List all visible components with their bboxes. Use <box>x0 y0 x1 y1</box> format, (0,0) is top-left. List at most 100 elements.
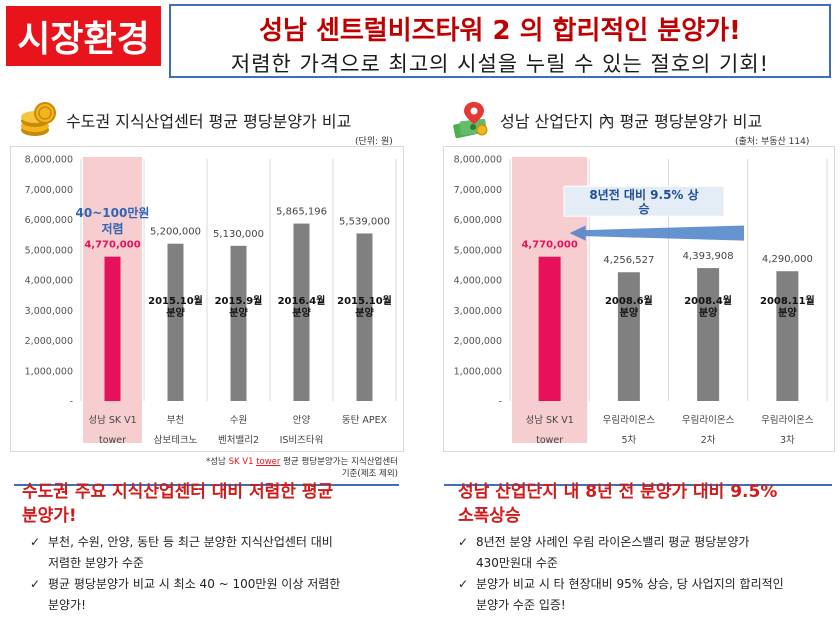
right-bar-chart: - 1,000,000 2,000,000 3,000,000 4,000,000 5,0… <box>454 155 828 446</box>
left-chart-frame: - 1,000,000 2,000,000 3,000,000 4,000,000 5,0… <box>10 146 404 452</box>
left-section-title-line1: 수도권 주요 지식산업센터 대비 저렴한 평균 <box>22 482 334 502</box>
right-divider <box>444 484 832 486</box>
x-tick-label: tower <box>536 435 563 446</box>
data-label: 4,770,000 <box>521 240 577 251</box>
left-callout: 저렴 <box>101 221 123 236</box>
x-tick-label: tower <box>99 435 126 446</box>
right-section-title-line1: 성남 산업단지 내 8년 전 분양가 대비 9.5% <box>458 482 778 502</box>
headline-subtitle: 저렴한 가격으로 최고의 시설을 누릴 수 있는 절호의 기회! <box>230 52 770 76</box>
x-tick-label: 수원 <box>230 415 247 426</box>
left-callout: 40~100만원 <box>76 205 150 220</box>
x-tick-label: 우림라이온스 <box>761 414 814 426</box>
right-source-note: (출처: 부동산 114) <box>735 137 810 147</box>
y-tick-label: 3,000,000 <box>454 306 502 317</box>
y-tick-label: 5,000,000 <box>25 245 73 256</box>
bar-annotation: 2015.9월 <box>215 295 263 307</box>
bar-annotation: 분양 <box>699 307 718 319</box>
bar-annotation: 분양 <box>292 307 311 319</box>
y-tick-label: - <box>70 397 73 408</box>
data-label: 4,393,908 <box>683 251 734 262</box>
left-bullet-1: 부천, 수원, 안양, 동탄 등 최근 분양한 지식산업센터 대비 저렴한 분양… <box>30 532 340 574</box>
bar <box>776 271 799 401</box>
data-label: 4,256,527 <box>603 255 654 266</box>
bar-annotation: 2015.10월 <box>148 295 203 307</box>
right-section-title-line2: 소폭상승 <box>458 506 521 526</box>
x-tick-label: 성남 SK V1 <box>525 415 573 426</box>
y-tick-label: 3,000,000 <box>25 306 73 317</box>
footnote-rest: 평균 평당분양가는 지식산업센터 <box>283 457 398 467</box>
x-tick-label: 우림라이온스 <box>682 414 735 426</box>
right-bullet-2: 분양가 비교 시 타 현장대비 95% 상승, 당 사업지의 합리적인 분양가 … <box>458 574 784 616</box>
right-bullet-2-line2: 분양가 수준 입증! <box>476 598 566 612</box>
y-tick-label: 2,000,000 <box>454 336 502 347</box>
coins-icon <box>21 102 56 136</box>
bar-annotation: 분양 <box>355 307 374 319</box>
right-bullet-1-line1: 8년전 분양 사례인 우림 라이온스밸리 평균 평당분양가 <box>476 535 750 549</box>
growth-callout: 8년전 대비 9.5% 상승 <box>563 185 744 241</box>
x-tick-label: 부천 <box>167 415 184 426</box>
y-tick-label: 4,000,000 <box>454 276 502 287</box>
bar <box>356 233 373 401</box>
left-panel-heading: 수도권 지식산업센터 평균 평당분양가 비교 <box>18 100 351 140</box>
y-tick-label: 2,000,000 <box>25 336 73 347</box>
y-tick-label: 4,000,000 <box>25 276 73 287</box>
bar-highlight <box>104 256 121 401</box>
left-section-title-line2: 분양가! <box>22 506 77 526</box>
bar-annotation: 분양 <box>229 307 248 319</box>
y-tick-label: 5,000,000 <box>454 245 502 256</box>
bar-annotation: 2008.11월 <box>760 295 815 307</box>
bar-annotation: 2008.6월 <box>605 295 653 307</box>
left-bullet-2-line1: 평균 평당분양가 비교 시 최소 40 ~ 100만원 이상 저렴한 <box>48 577 341 591</box>
bar-annotation: 분양 <box>778 307 797 319</box>
data-label: 4,770,000 <box>84 240 140 251</box>
market-environment-badge: 시장환경 <box>6 6 161 66</box>
bar <box>293 223 310 401</box>
right-panel-heading: 성남 산업단지 內 평균 평당분양가 비교 <box>452 100 762 140</box>
x-tick-label: 우림라이온스 <box>603 414 656 426</box>
left-bullet-1-line2: 저렴한 분양가 수준 <box>48 556 144 570</box>
x-tick-label: 삼보테크노 <box>154 435 198 446</box>
left-divider <box>14 484 399 486</box>
bar <box>697 268 720 401</box>
footnote-line2: 기준(제조 제외) <box>341 469 398 479</box>
left-bullet-1-line1: 부천, 수원, 안양, 동탄 등 최근 분양한 지식산업센터 대비 <box>48 535 333 549</box>
growth-callout-line2: 승 <box>638 202 649 216</box>
y-tick-label: 6,000,000 <box>454 215 502 226</box>
footnote-prefix: *성남 <box>205 457 226 467</box>
y-tick-label: 7,000,000 <box>454 185 502 196</box>
x-tick-label: IS비즈타워 <box>280 435 324 446</box>
right-bullet-list: 8년전 분양 사례인 우림 라이온스밸리 평균 평당분양가 430만원대 수준 … <box>458 532 784 616</box>
left-bullet-2-line2: 분양가! <box>48 598 86 612</box>
x-tick-label: 3차 <box>780 434 795 446</box>
footnote-highlight: SK V1 <box>228 457 254 467</box>
bar-annotation: 2008.4월 <box>684 295 732 307</box>
x-tick-label: 5차 <box>621 434 636 446</box>
bar-annotation: 분양 <box>166 307 185 319</box>
y-tick-label: - <box>499 397 502 408</box>
bar <box>230 245 247 401</box>
growth-arrow <box>569 225 744 241</box>
footnote-link: tower <box>256 457 281 467</box>
data-label: 5,200,000 <box>150 227 201 238</box>
data-label: 5,130,000 <box>213 229 264 240</box>
y-tick-label: 1,000,000 <box>25 366 73 377</box>
headline-box: 성남 센트럴비즈타워 2 의 합리적인 분양가! 저렴한 가격으로 최고의 시설… <box>169 4 831 78</box>
right-bullet-1: 8년전 분양 사례인 우림 라이온스밸리 평균 평당분양가 430만원대 수준 <box>458 532 784 574</box>
left-footnote: *성남 SK V1 tower 평균 평당분양가는 지식산업센터 기준(제조 제… <box>170 456 398 480</box>
right-section-title: 성남 산업단지 내 8년 전 분양가 대비 9.5% 소폭상승 <box>458 480 777 528</box>
bar <box>167 243 184 401</box>
left-unit-note: (단위: 원) <box>355 137 393 147</box>
bar-annotation: 2016.4월 <box>278 295 326 307</box>
left-bar-chart: - 1,000,000 2,000,000 3,000,000 4,000,000 5,0… <box>25 155 397 446</box>
y-tick-label: 8,000,000 <box>454 155 502 166</box>
right-panel-title: 성남 산업단지 內 평균 평당분양가 비교 <box>500 112 763 131</box>
x-tick-label: 벤처밸리2 <box>218 434 259 446</box>
headline-title: 성남 센트럴비즈타워 2 의 합리적인 분양가! <box>259 16 741 46</box>
left-section-title: 수도권 주요 지식산업센터 대비 저렴한 평균 분양가! <box>22 480 333 528</box>
bar-annotation: 2015.10월 <box>337 295 392 307</box>
x-tick-label: 2차 <box>701 434 716 446</box>
data-label: 5,865,196 <box>276 207 327 218</box>
left-bullet-list: 부천, 수원, 안양, 동탄 등 최근 분양한 지식산업센터 대비 저렴한 분양… <box>30 532 340 616</box>
bar-highlight <box>538 256 561 401</box>
y-tick-label: 7,000,000 <box>25 185 73 196</box>
